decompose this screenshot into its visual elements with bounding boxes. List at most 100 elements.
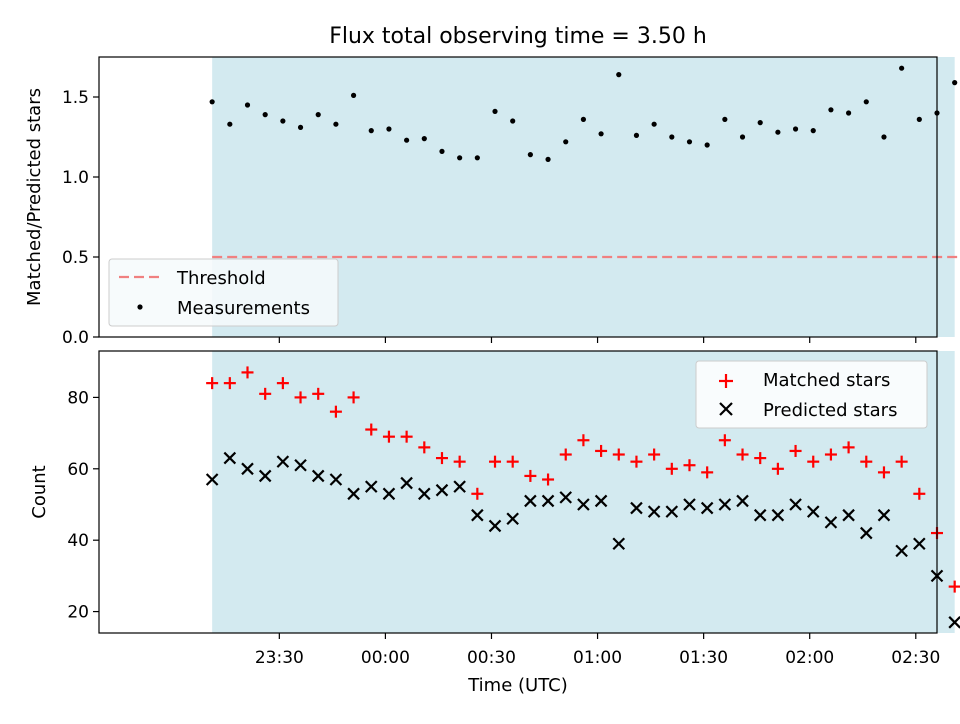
top-x-ticks <box>278 337 917 343</box>
predicted-star-point <box>258 469 272 483</box>
measurement-point <box>474 155 480 161</box>
measurement-point <box>686 139 693 145</box>
measurement-point <box>881 134 887 140</box>
predicted-star-point <box>895 544 908 558</box>
measurement-point <box>775 129 781 135</box>
measurement-point <box>846 110 852 116</box>
matched-star-point <box>365 423 378 436</box>
matched-star-point <box>559 448 572 461</box>
predicted-marker-b <box>612 537 626 551</box>
predicted-marker-b <box>700 501 714 515</box>
measurement-point <box>350 92 357 98</box>
x-tick-label: 01:30 <box>679 648 728 668</box>
predicted-star-point <box>647 505 661 518</box>
predicted-marker-b <box>241 462 254 476</box>
matched-star-point <box>948 580 960 593</box>
predicted-star-point <box>471 508 484 522</box>
predicted-star-point <box>683 498 696 511</box>
legend-predicted-swatch <box>719 402 733 416</box>
predicted-star-point <box>276 455 290 468</box>
predicted-marker-b <box>842 508 855 522</box>
x-tick-label: 23:30 <box>255 648 304 668</box>
predicted-star-point <box>541 494 555 508</box>
bottom-x-ticks: 23:30 00:00 00:30 01:00 01:30 02:00 02:30 <box>255 633 940 668</box>
x-tick-label: 02:00 <box>785 648 834 668</box>
matched-star-point <box>206 377 219 390</box>
predicted-marker-b <box>524 494 537 508</box>
measurement-point <box>297 124 304 130</box>
measurement-point <box>828 107 834 113</box>
measurement-point <box>669 134 675 140</box>
bottom-panel: 20 40 60 80 23:30 00:00 00:30 01:00 01:30 02:00 0… <box>29 350 960 696</box>
bottom-y-tick-label: 20 <box>67 603 89 623</box>
matched-star-point <box>329 405 342 418</box>
matched-star-point <box>754 452 767 465</box>
matched-star-point <box>506 455 519 468</box>
predicted-marker-b <box>665 505 679 518</box>
predicted-marker-b <box>276 455 290 468</box>
measurement-point <box>633 132 640 138</box>
matched-star-point <box>895 455 908 468</box>
predicted-star-point <box>205 473 219 486</box>
x-tick-label: 00:00 <box>361 648 410 668</box>
measurement-point <box>899 65 905 71</box>
measurement-point <box>563 139 569 145</box>
matched-star-point <box>577 434 590 447</box>
predicted-marker-b <box>418 487 431 501</box>
matched-star-point <box>524 469 537 482</box>
predicted-marker-b <box>559 491 573 504</box>
predicted-star-point <box>382 487 396 501</box>
matched-star-point <box>701 466 714 479</box>
measurement-point <box>527 152 533 158</box>
predicted-marker-b <box>471 508 484 522</box>
predicted-star-point <box>347 487 360 501</box>
matched-star-point <box>736 448 749 461</box>
matched-star-point <box>771 462 784 475</box>
matched-star-point <box>382 430 395 443</box>
matched-star-point <box>259 387 272 400</box>
predicted-marker-b <box>329 473 343 486</box>
measurement-point <box>227 121 233 127</box>
predicted-star-point <box>435 483 449 497</box>
measurement-point <box>722 116 728 122</box>
measurement-point <box>492 108 498 114</box>
matched-star-point <box>860 455 873 468</box>
measurement-point <box>457 155 463 161</box>
predicted-star-point <box>329 473 343 486</box>
measurement-point <box>739 134 746 140</box>
predicted-marker-b <box>541 494 555 508</box>
top-y-axis-label: Matched/Predicted stars <box>24 88 45 306</box>
matched-star-point <box>595 444 608 457</box>
legend-measurements-label: Measurements <box>177 298 310 319</box>
predicted-star-point <box>241 462 254 476</box>
predicted-marker-b <box>718 498 732 511</box>
matched-star-point <box>418 441 431 454</box>
top-legend: Threshold Measurements <box>108 258 339 327</box>
predicted-marker-b <box>630 501 643 515</box>
predicted-star-point <box>860 526 873 540</box>
top-y-ticks: 0.0 0.5 1.0 1.5 <box>62 88 99 348</box>
matched-star-point <box>347 391 360 404</box>
predicted-marker-b <box>311 469 325 483</box>
measurement-point <box>333 121 339 127</box>
bottom-y-tick-label: 80 <box>67 388 89 408</box>
predicted-star-point <box>294 458 307 472</box>
predicted-star-point <box>736 494 749 508</box>
matched-star-point <box>542 473 555 486</box>
bottom-y-axis-label: Count <box>29 465 50 518</box>
predicted-marker-b <box>753 508 767 522</box>
bottom-y-tick-label: 40 <box>67 531 89 551</box>
predicted-marker-b <box>435 483 449 497</box>
measurement-point <box>792 126 799 132</box>
predicted-star-point <box>311 469 325 483</box>
predicted-marker-b <box>824 516 838 529</box>
x-axis-label: Time (UTC) <box>467 675 568 696</box>
predicted-star-point <box>594 494 608 508</box>
predicted-marker-b <box>258 469 272 483</box>
top-legend-box <box>108 258 339 327</box>
predicted-star-point <box>824 516 838 529</box>
legend-threshold-label: Threshold <box>176 268 266 289</box>
matched-star-point <box>471 487 484 500</box>
measurement-point <box>580 116 587 122</box>
